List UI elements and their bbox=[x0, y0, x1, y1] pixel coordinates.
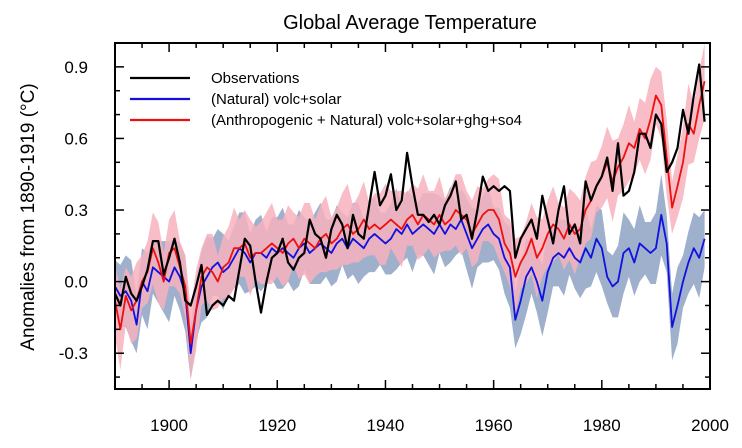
chart-title: Global Average Temperature bbox=[283, 12, 537, 34]
legend-label: (Natural) volc+solar bbox=[211, 91, 341, 108]
x-tick-label: 1900 bbox=[150, 416, 188, 435]
x-tick-label: 1960 bbox=[475, 416, 513, 435]
y-tick-label: 0.3 bbox=[64, 201, 88, 220]
anthropogenic-band bbox=[115, 43, 705, 380]
legend: Observations (Natural) volc+solar (Anthrop… bbox=[130, 70, 522, 129]
x-tick-label: 1920 bbox=[258, 416, 296, 435]
ticks: 1900 1920 1940 1960 1980 2000 -0.3 0.0 0.3 0.6 0.9 bbox=[59, 43, 729, 435]
y-axis-label: Anomalies from 1890-1919 (°C) bbox=[18, 83, 39, 350]
legend-label: Observations bbox=[211, 70, 299, 87]
legend-label: (Anthropogenic + Natural) volc+solar+ghg… bbox=[211, 112, 522, 129]
x-tick-label: 2000 bbox=[691, 416, 729, 435]
x-tick-label: 1940 bbox=[367, 416, 405, 435]
natural-line bbox=[114, 213, 706, 355]
y-tick-label: 0.0 bbox=[64, 273, 88, 292]
y-tick-label: 0.6 bbox=[64, 129, 88, 148]
observations-line bbox=[113, 63, 706, 317]
uncertainty-bands bbox=[115, 43, 705, 380]
y-tick-label: 0.9 bbox=[64, 58, 88, 77]
series-lines bbox=[113, 63, 706, 355]
x-tick-label: 1980 bbox=[583, 416, 621, 435]
y-tick-label: -0.3 bbox=[59, 344, 88, 363]
